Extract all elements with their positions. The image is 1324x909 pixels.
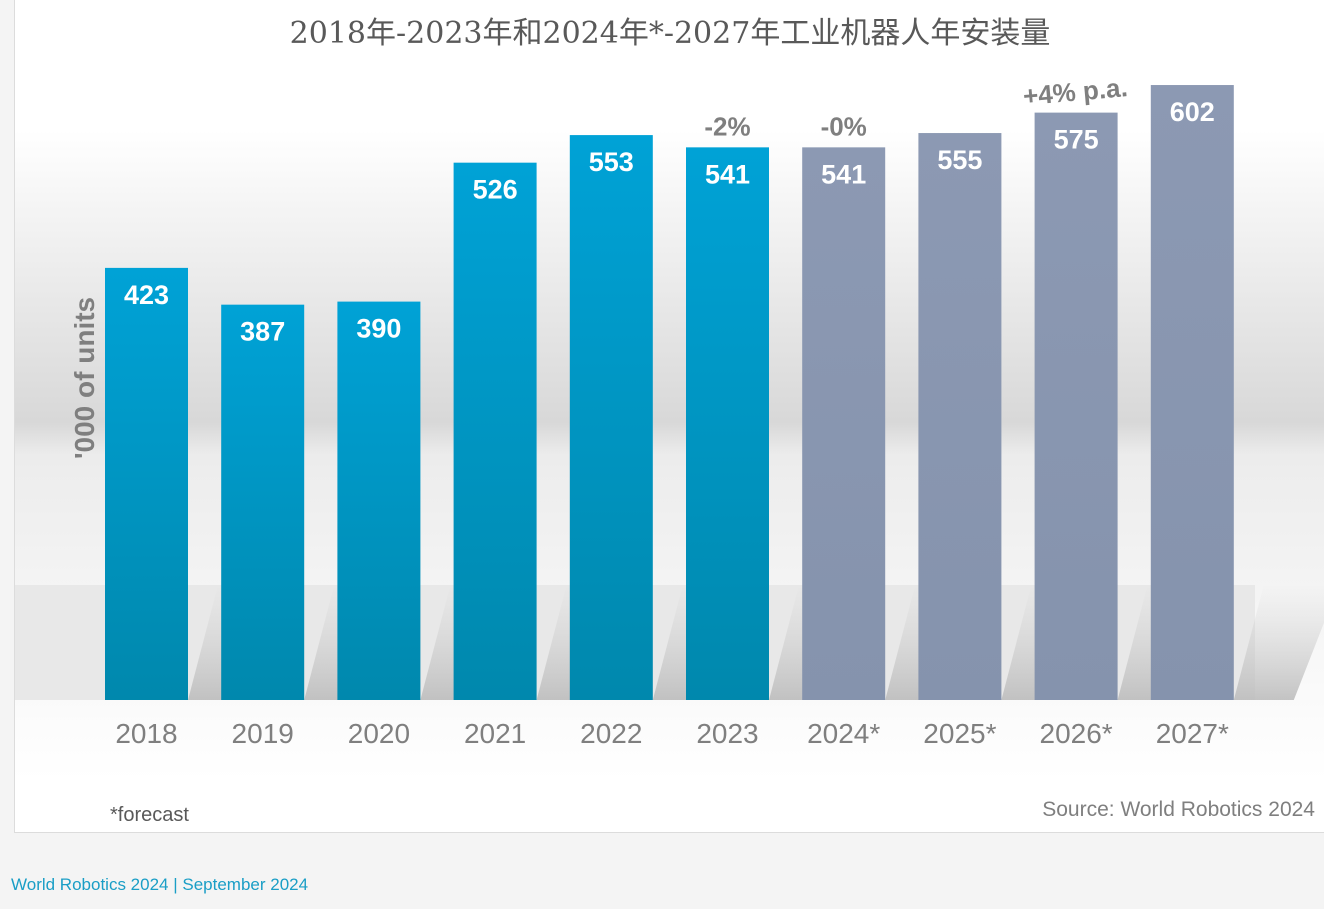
x-tick-2020: 2020 [348, 718, 410, 749]
page-footer: World Robotics 2024 | September 2024 [11, 875, 309, 894]
source-note: Source: World Robotics 2024 [1042, 798, 1315, 821]
bar-2027* [1150, 85, 1234, 701]
bar-value-label-2019: 387 [240, 317, 285, 347]
growth-annotation-0: -2% [704, 111, 750, 141]
bar-value-label-2021: 526 [473, 175, 518, 205]
bar-2019 [221, 304, 305, 700]
bar-value-label-2023: 541 [705, 159, 750, 189]
slide: 423 387 390 526 553 541 541 555 575 602 2018 2019 2… [14, 0, 1324, 833]
bar-value-label-2020: 390 [356, 314, 401, 344]
bar-shadow-2027* [1233, 585, 1324, 700]
x-tick-2027*: 2027* [1156, 718, 1229, 749]
x-tick-2018: 2018 [115, 718, 177, 749]
x-tick-2023: 2023 [696, 718, 758, 749]
x-tick-labels: 2018 2019 2020 2021 2022 2023 2024* 2025* 2026* 2… [115, 718, 1229, 749]
bar-2021 [453, 162, 537, 700]
value-labels: 423 387 390 526 553 541 541 555 575 602 [124, 97, 1215, 347]
x-tick-2021: 2021 [464, 718, 526, 749]
growth-annotation-1: -0% [821, 111, 867, 141]
bar-value-label-2027*: 602 [1170, 97, 1215, 127]
bar-2024* [802, 147, 886, 701]
bar-2023 [686, 147, 769, 701]
x-tick-2019: 2019 [232, 718, 294, 749]
bar-2020 [337, 301, 421, 700]
bar-2026* [1034, 112, 1118, 701]
x-tick-2024*: 2024* [807, 718, 880, 749]
y-axis-label: '000 of units [69, 296, 100, 460]
bar-2022 [569, 135, 653, 700]
bar-value-label-2022: 553 [589, 147, 634, 177]
bars [105, 85, 1234, 701]
chart-title: 2018年-2023年和2024年*-2027年工业机器人年安装量 [289, 16, 1051, 51]
growth-annotation-2: +4% p.a. [1022, 72, 1129, 111]
bar-value-label-2025*: 555 [937, 145, 982, 175]
bar-2025* [918, 133, 1002, 701]
forecast-footnote: *forecast [110, 804, 189, 826]
x-tick-2022: 2022 [580, 718, 642, 749]
x-tick-2026*: 2026* [1040, 718, 1113, 749]
bar-value-label-2018: 423 [124, 280, 169, 310]
bar-value-label-2026*: 575 [1054, 125, 1099, 155]
x-tick-2025*: 2025* [923, 718, 996, 749]
bar-value-label-2024*: 541 [821, 159, 866, 189]
bar-2018 [105, 267, 188, 700]
